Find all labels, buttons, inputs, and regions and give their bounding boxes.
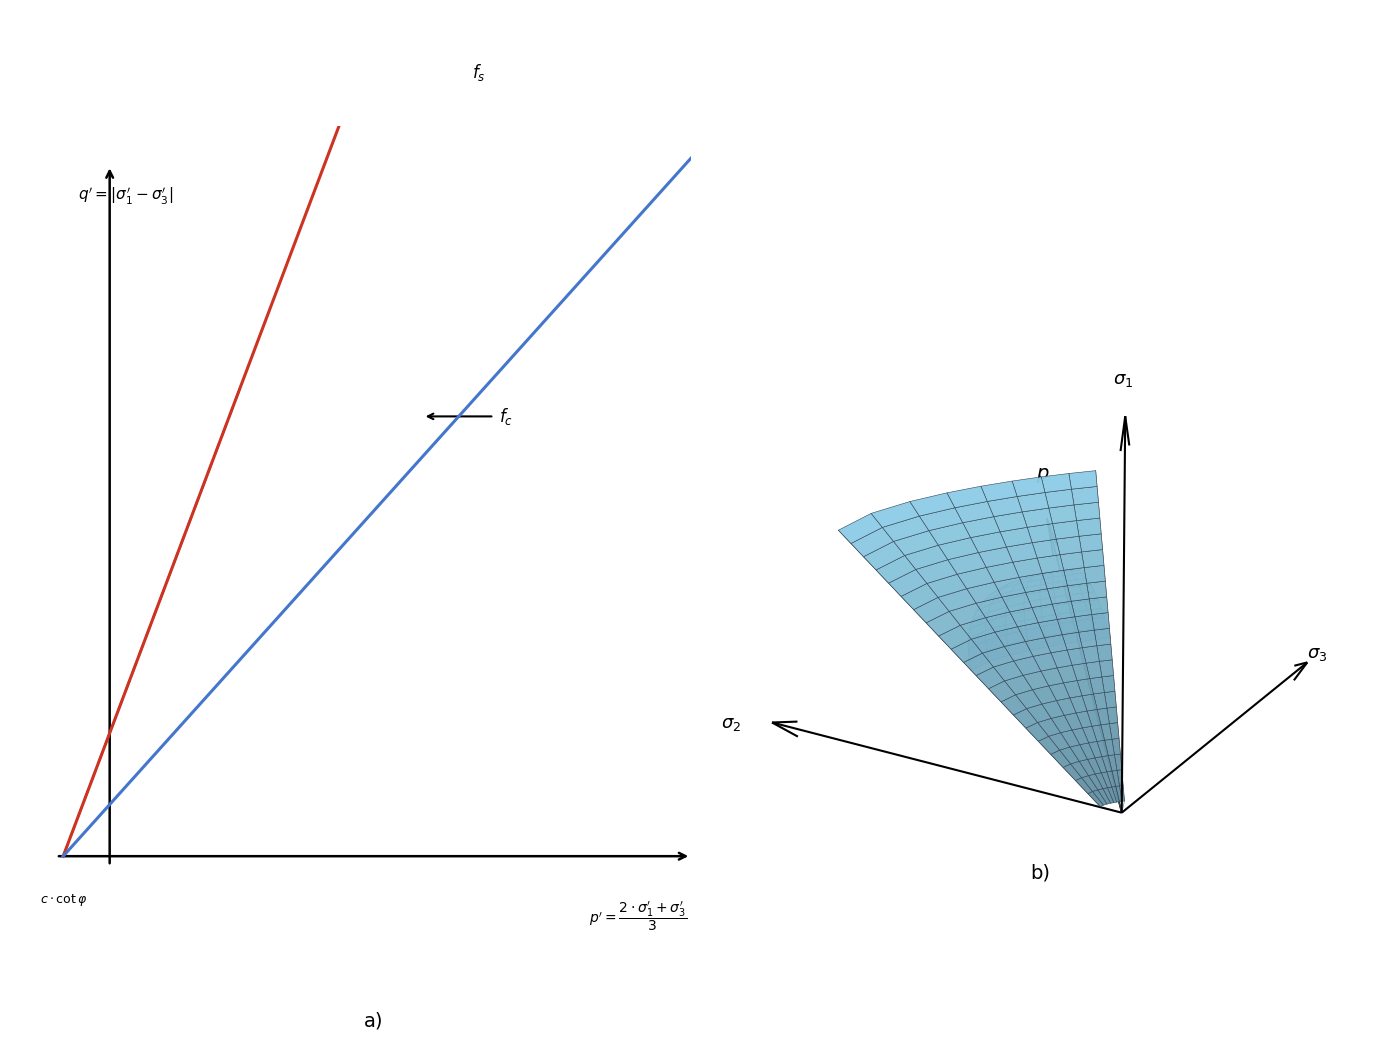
Text: a): a) [364, 1012, 384, 1031]
Text: $q' = |\sigma_1' - \sigma_3'|$: $q' = |\sigma_1' - \sigma_3'|$ [78, 186, 174, 207]
Text: $f_c$: $f_c$ [498, 406, 512, 427]
Text: $c \cdot \cot\varphi$: $c \cdot \cot\varphi$ [39, 891, 87, 907]
Text: $f_s$: $f_s$ [472, 62, 486, 83]
Text: $p' = \dfrac{2 \cdot \sigma_1' + \sigma_3'}{3}$: $p' = \dfrac{2 \cdot \sigma_1' + \sigma_… [588, 900, 686, 933]
Text: b): b) [1030, 863, 1050, 882]
